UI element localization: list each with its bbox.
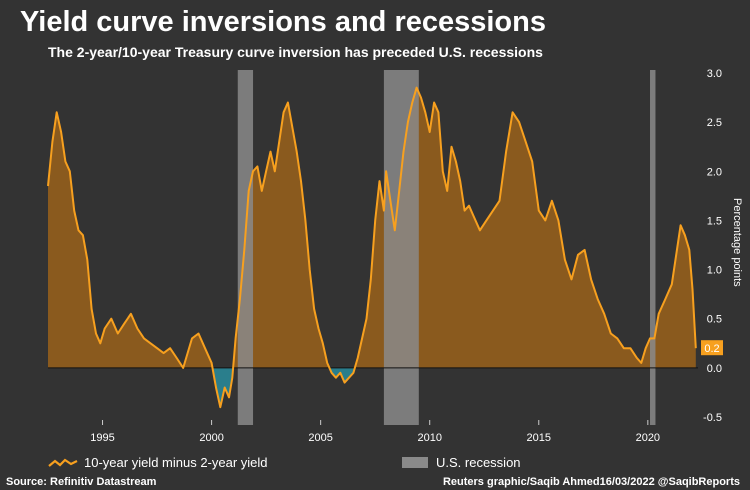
y-tick-label: 1.5 [707, 215, 722, 227]
chart-subtitle: The 2-year/10-year Treasury curve invers… [48, 44, 543, 60]
y-tick-label: 1.0 [707, 265, 722, 277]
y-tick-label: 2.5 [707, 117, 722, 129]
credit-note: Reuters graphic/Saqib Ahmed16/03/2022 @S… [442, 476, 740, 488]
y-tick-label: -0.5 [703, 412, 722, 424]
recession-bar-3 [650, 70, 656, 425]
source-note: Source: Refinitiv Datastream [6, 476, 157, 488]
y-tick-label: 0.5 [707, 314, 722, 326]
x-tick-label: 2000 [199, 432, 223, 444]
y-tick-label: 2.0 [707, 166, 722, 178]
y-axis-label: Percentage points [731, 198, 743, 287]
y-tick-label: 3.0 [707, 68, 722, 80]
y-tick-label: 0.0 [707, 363, 722, 375]
x-tick-label: 2015 [527, 432, 551, 444]
end-value-label: 0.2 [704, 343, 719, 355]
end-value-badge [701, 340, 723, 356]
chart-title: Yield curve inversions and recessions [20, 6, 546, 38]
legend-recession: U.S. recession [402, 455, 521, 470]
legend-series: 10-year yield minus 2-year yield [48, 455, 268, 470]
legend-series-label: 10-year yield minus 2-year yield [84, 455, 268, 470]
x-tick-label: 1995 [90, 432, 114, 444]
legend-recession-label: U.S. recession [436, 455, 521, 470]
recession-swatch-icon [402, 457, 428, 468]
line-swatch-icon [48, 458, 78, 467]
x-tick-label: 2020 [636, 432, 660, 444]
positive-area [48, 87, 696, 368]
series-line [47, 86, 697, 409]
x-tick-label: 2010 [417, 432, 441, 444]
negative-area [183, 367, 355, 408]
recession-bar-2 [383, 70, 419, 425]
x-tick-label: 2005 [308, 432, 332, 444]
